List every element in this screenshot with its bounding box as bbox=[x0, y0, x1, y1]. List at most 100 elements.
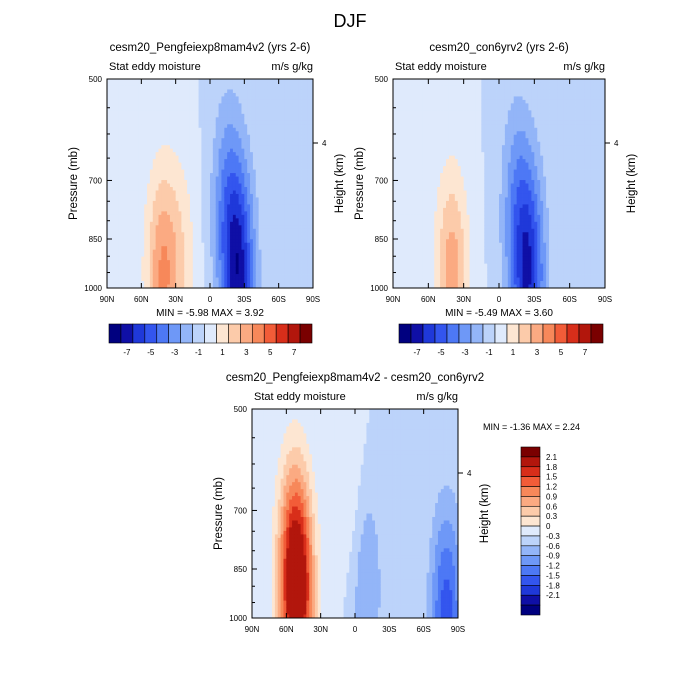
field-cell bbox=[135, 277, 139, 282]
field-cell bbox=[152, 166, 157, 170]
field-cell bbox=[118, 197, 122, 202]
field-cell bbox=[172, 193, 177, 198]
field-cell bbox=[416, 270, 420, 275]
field-cell bbox=[241, 82, 245, 87]
field-cell bbox=[264, 200, 268, 205]
field-cell bbox=[147, 183, 151, 188]
field-cell bbox=[295, 281, 300, 285]
field-cell bbox=[298, 79, 302, 83]
field-cell bbox=[298, 176, 302, 181]
field-cell bbox=[304, 176, 308, 181]
field-cell bbox=[184, 162, 188, 167]
field-cell bbox=[275, 106, 280, 111]
field-cell bbox=[301, 207, 305, 212]
field-cell bbox=[204, 176, 208, 181]
field-cell bbox=[112, 99, 116, 104]
field-cell bbox=[195, 103, 199, 108]
field-cell bbox=[267, 228, 271, 233]
field-cell bbox=[178, 218, 182, 223]
field-cell bbox=[178, 152, 182, 157]
field-cell bbox=[278, 141, 282, 146]
field-cell bbox=[187, 186, 191, 191]
field-cell bbox=[230, 124, 234, 129]
field-cell bbox=[207, 106, 211, 111]
field-cell bbox=[304, 138, 308, 143]
field-cell bbox=[204, 106, 208, 111]
field-cell bbox=[238, 214, 242, 219]
field-cell bbox=[164, 193, 168, 198]
field-cell bbox=[278, 166, 282, 170]
field-cell bbox=[398, 263, 403, 268]
field-cell bbox=[155, 89, 159, 94]
field-cell bbox=[132, 180, 137, 184]
field-cell bbox=[181, 211, 185, 216]
field-cell bbox=[393, 284, 397, 288]
field-cell bbox=[264, 246, 268, 251]
field-cell bbox=[118, 249, 122, 254]
field-cell bbox=[410, 176, 415, 181]
field-cell bbox=[138, 211, 142, 216]
field-cell bbox=[230, 103, 234, 108]
field-cell bbox=[224, 218, 228, 223]
field-cell bbox=[198, 214, 202, 219]
field-cell bbox=[118, 134, 122, 139]
field-cell bbox=[227, 197, 231, 202]
field-cell bbox=[272, 99, 277, 104]
field-cell bbox=[284, 103, 288, 108]
field-cell bbox=[149, 277, 154, 282]
field-cell bbox=[201, 249, 205, 254]
field-cell bbox=[264, 193, 268, 198]
field-cell bbox=[158, 277, 162, 282]
field-cell bbox=[238, 186, 242, 191]
field-cell bbox=[172, 228, 177, 233]
field-cell bbox=[129, 232, 134, 237]
field-cell bbox=[192, 159, 197, 163]
field-cell bbox=[232, 225, 237, 230]
field-cell bbox=[258, 218, 262, 223]
field-cell bbox=[192, 99, 197, 104]
field-cell bbox=[264, 159, 268, 163]
field-cell bbox=[395, 197, 400, 202]
field-cell bbox=[398, 166, 403, 170]
field-cell bbox=[155, 277, 159, 282]
field-cell bbox=[247, 85, 251, 90]
field-cell bbox=[198, 193, 202, 198]
field-cell bbox=[135, 204, 139, 209]
field-cell bbox=[215, 141, 219, 146]
field-cell bbox=[172, 211, 177, 216]
field-cell bbox=[252, 281, 257, 285]
field-cell bbox=[235, 96, 240, 101]
field-cell bbox=[419, 221, 423, 226]
field-cell bbox=[221, 260, 225, 265]
field-cell bbox=[215, 232, 219, 237]
field-cell bbox=[161, 180, 165, 184]
field-cell bbox=[132, 124, 137, 129]
field-cell bbox=[127, 211, 131, 216]
field-cell bbox=[252, 284, 257, 288]
field-cell bbox=[129, 110, 134, 115]
field-cell bbox=[278, 218, 282, 223]
field-cell bbox=[107, 207, 111, 212]
field-cell bbox=[115, 103, 119, 108]
field-cell bbox=[187, 155, 191, 160]
field-cell bbox=[115, 99, 119, 104]
field-cell bbox=[235, 141, 240, 146]
field-cell bbox=[284, 270, 288, 275]
field-cell bbox=[207, 117, 211, 122]
field-cell bbox=[304, 183, 308, 188]
field-cell bbox=[129, 207, 134, 212]
field-cell bbox=[201, 218, 205, 223]
field-cell bbox=[210, 79, 214, 83]
field-cell bbox=[395, 117, 400, 122]
field-cell bbox=[267, 141, 271, 146]
field-cell bbox=[218, 246, 222, 251]
field-cell bbox=[112, 228, 116, 233]
field-cell bbox=[404, 134, 409, 139]
field-cell bbox=[221, 249, 225, 254]
field-cell bbox=[204, 228, 208, 233]
field-cell bbox=[290, 242, 294, 247]
field-cell bbox=[175, 134, 179, 139]
field-cell bbox=[290, 99, 294, 104]
field-cell bbox=[393, 239, 397, 244]
field-cell bbox=[141, 79, 145, 83]
